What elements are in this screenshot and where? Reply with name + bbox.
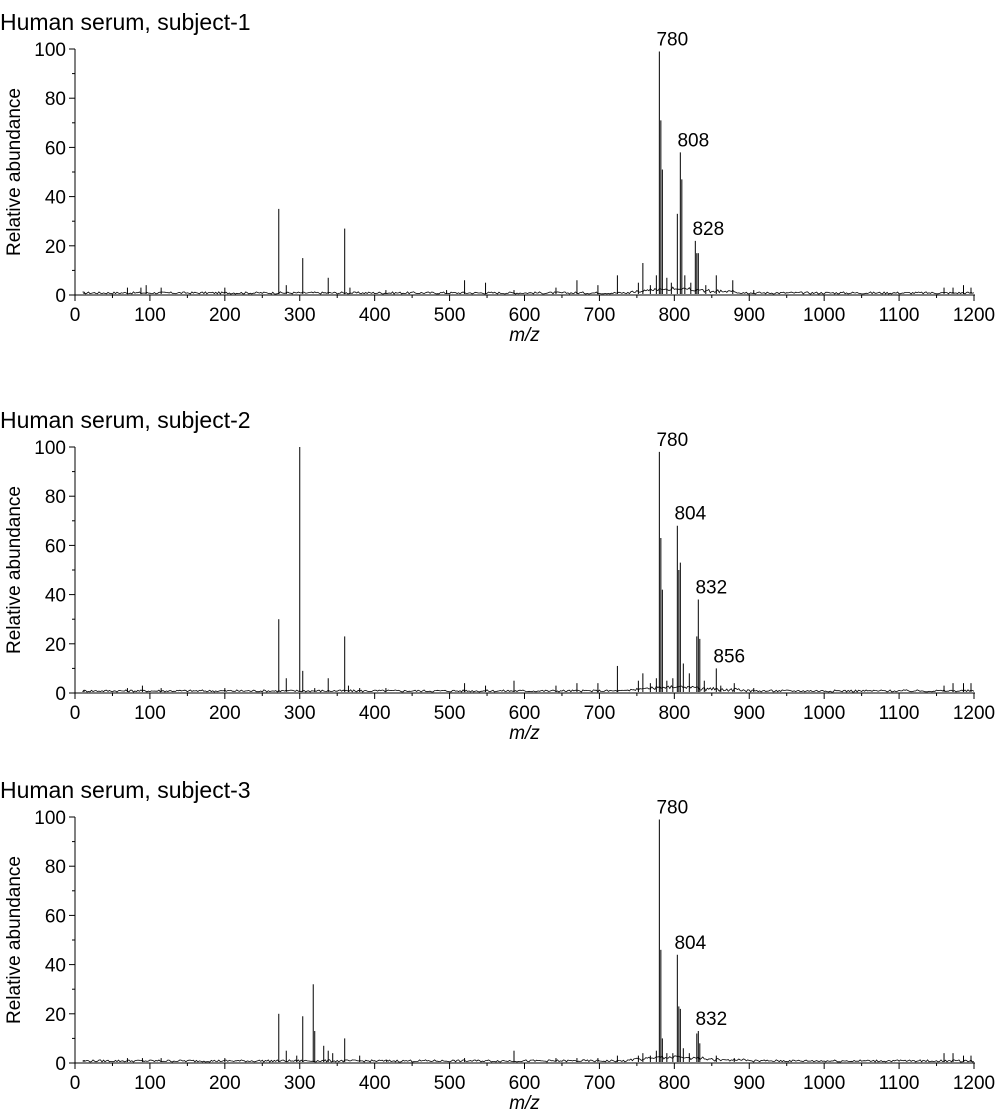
y-tick-label: 0 (55, 1054, 66, 1075)
y-axis-label: Relative abundance (4, 88, 25, 256)
peak-label: 808 (677, 130, 709, 151)
x-tick-label: 600 (509, 305, 541, 326)
y-tick-label: 0 (55, 286, 66, 307)
y-tick-label: 40 (45, 956, 66, 977)
x-tick-label: 400 (359, 305, 391, 326)
peak-label: 780 (656, 797, 688, 818)
y-tick-label: 20 (45, 635, 66, 656)
chart-title: Human serum, subject-1 (0, 9, 251, 35)
y-tick-label: 40 (45, 586, 66, 607)
peak-label: 832 (695, 578, 727, 599)
x-tick-label: 500 (434, 703, 466, 724)
spectrum-baseline (82, 1055, 975, 1063)
x-tick-label: 100 (134, 305, 166, 326)
x-tick-label: 500 (434, 1073, 466, 1094)
x-tick-label: 1000 (803, 703, 845, 724)
x-tick-label: 0 (70, 1073, 81, 1094)
y-tick-label: 0 (55, 684, 66, 705)
y-tick-label: 100 (34, 438, 66, 459)
x-tick-label: 800 (658, 305, 690, 326)
y-axis-label: Relative abundance (4, 486, 25, 654)
x-tick-label: 1100 (879, 703, 920, 724)
x-tick-label: 400 (359, 703, 391, 724)
x-tick-label: 300 (284, 305, 316, 326)
x-tick-label: 0 (70, 305, 81, 326)
peak-label: 804 (674, 504, 706, 525)
x-tick-label: 1100 (879, 1073, 920, 1094)
x-tick-label: 500 (434, 305, 466, 326)
x-tick-label: 100 (134, 703, 166, 724)
y-tick-label: 80 (45, 857, 66, 878)
chart-title: Human serum, subject-2 (0, 407, 251, 433)
x-tick-label: 300 (284, 703, 316, 724)
x-tick-label: 300 (284, 1073, 316, 1094)
x-tick-label: 700 (584, 703, 616, 724)
peak-label: 828 (692, 219, 724, 240)
x-tick-label: 1000 (803, 305, 845, 326)
y-tick-label: 80 (45, 487, 66, 508)
x-tick-label: 700 (584, 1073, 616, 1094)
spectrum-baseline (82, 684, 975, 693)
x-tick-label: 1200 (953, 1073, 995, 1094)
x-axis-label: m/z (509, 325, 540, 346)
y-tick-label: 100 (34, 40, 66, 61)
y-axis-label: Relative abundance (4, 856, 25, 1024)
y-tick-label: 20 (45, 1005, 66, 1026)
peak-label: 832 (695, 1009, 727, 1030)
x-tick-label: 100 (134, 1073, 166, 1094)
spectrum-baseline (82, 286, 975, 295)
x-tick-label: 900 (733, 305, 765, 326)
peak-label: 780 (656, 29, 688, 50)
x-tick-label: 1200 (953, 305, 995, 326)
y-tick-label: 40 (45, 188, 66, 209)
y-tick-label: 80 (45, 89, 66, 110)
x-tick-label: 1100 (879, 305, 920, 326)
x-tick-label: 600 (509, 703, 541, 724)
peak-label: 780 (656, 430, 688, 451)
x-tick-label: 1200 (953, 703, 995, 724)
x-tick-label: 900 (733, 1073, 765, 1094)
x-tick-label: 600 (509, 1073, 541, 1094)
x-axis-label: m/z (509, 1093, 540, 1114)
y-tick-label: 20 (45, 237, 66, 258)
y-tick-label: 60 (45, 536, 66, 557)
peak-label: 804 (674, 933, 706, 954)
peak-label: 856 (713, 646, 745, 667)
x-tick-label: 900 (733, 703, 765, 724)
chart-title: Human serum, subject-3 (0, 777, 251, 803)
x-tick-label: 200 (209, 703, 241, 724)
x-tick-label: 200 (209, 1073, 241, 1094)
x-tick-label: 700 (584, 305, 616, 326)
x-tick-label: 0 (70, 703, 81, 724)
x-tick-label: 800 (658, 1073, 690, 1094)
x-tick-label: 1000 (803, 1073, 845, 1094)
y-tick-label: 60 (45, 906, 66, 927)
x-tick-label: 200 (209, 305, 241, 326)
y-tick-label: 60 (45, 138, 66, 159)
x-axis-label: m/z (509, 723, 540, 744)
x-tick-label: 400 (359, 1073, 391, 1094)
y-tick-label: 100 (34, 808, 66, 829)
x-tick-label: 800 (658, 703, 690, 724)
